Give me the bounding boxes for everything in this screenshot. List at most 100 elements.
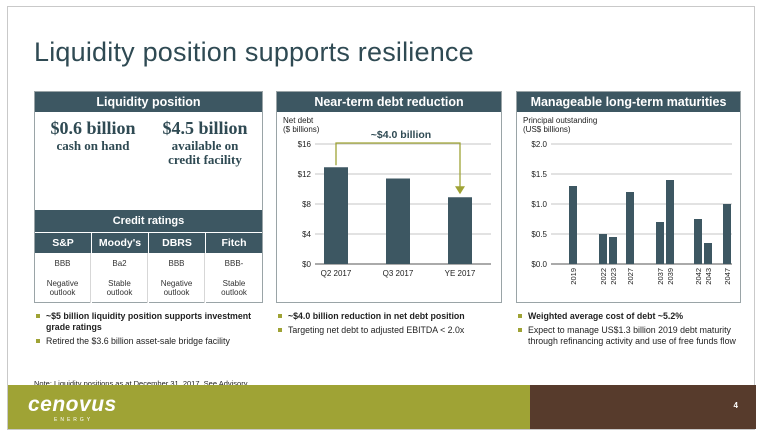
y-tick-label: $1.5 [531, 170, 547, 179]
debt-ylabel-2: ($ billions) [283, 125, 320, 134]
bullet-item: ~$4.0 billion reduction in net debt posi… [276, 311, 508, 322]
debt-header: Near-term debt reduction [277, 92, 501, 112]
y-tick-label: $2.0 [531, 140, 547, 149]
footnote: Note: Liquidity positions as at December… [34, 379, 249, 388]
agency-outlook: Stable outlook [206, 275, 262, 303]
liquidity-bullets: ~$5 billion liquidity position supports … [34, 311, 270, 350]
y-tick-label: $4 [302, 230, 311, 239]
bar [656, 222, 664, 264]
bar [694, 219, 702, 264]
bar [666, 180, 674, 264]
bullet-item: Retired the $3.6 billion asset-sale brid… [34, 336, 270, 347]
agency-rating: BBB [149, 253, 205, 275]
agency-name: DBRS [149, 233, 205, 253]
agency-rating: BBB [35, 253, 91, 275]
x-tick-label: 2027 [626, 268, 635, 285]
maturities-chart: $0.0 $0.5 $1.0 $1.5 $2.0 2019 2022 2023 2027 2037… [531, 140, 732, 285]
footer-brown: 4 [530, 385, 756, 429]
maturities-ylabel-2: (US$ billions) [523, 125, 571, 134]
debt-ylabel: Net debt ($ billions) [283, 116, 319, 134]
y-tick-label: $8 [302, 200, 311, 209]
bullet-item: ~$5 billion liquidity position supports … [34, 311, 270, 333]
x-tick-label: 2022 [599, 268, 608, 285]
outlook-line-1: Negative [46, 279, 79, 288]
page-number: 4 [733, 401, 738, 410]
rating-col-fitch: Fitch BBB- Stable outlook [206, 233, 262, 303]
x-tick-label: 2037 [656, 268, 665, 285]
credit-label-1: available on [171, 138, 239, 153]
outlook-line-1: Stable [222, 279, 246, 288]
bullet-item: Expect to manage US$1.3 billion 2019 deb… [516, 325, 744, 347]
debt-bullets: ~$4.0 billion reduction in net debt posi… [276, 311, 508, 339]
agency-rating: BBB- [224, 259, 244, 268]
page-title: Liquidity position supports resilience [34, 37, 474, 67]
liquidity-values: $0.6 billion cash on hand $4.5 billion a… [35, 118, 262, 198]
outlook-line-2: outlook [163, 288, 190, 297]
agency-outlook: Negative outlook [149, 275, 205, 303]
reduction-arrow-line [335, 142, 461, 189]
outlook-line-2: outlook [106, 288, 133, 297]
x-tick-label: YE 2017 [445, 269, 476, 278]
maturities-header: Manageable long-term maturities [517, 92, 740, 112]
bar [626, 192, 634, 264]
debt-panel: Near-term debt reduction Net debt ($ bil… [276, 91, 502, 303]
outlook-line-2: outlook [221, 288, 247, 297]
bullet-item: Weighted average cost of debt ~5.2% [516, 311, 744, 322]
x-tick-label: 2023 [609, 268, 618, 285]
credit-block: $4.5 billion available on credit facilit… [151, 118, 259, 167]
bar [599, 234, 607, 264]
debt-annotation: ~$4.0 billion [371, 129, 431, 141]
agency-outlook: Stable outlook [92, 275, 148, 303]
y-tick-label: $1.0 [531, 200, 547, 209]
rating-col-sp: S&P BBB Negative outlook [35, 233, 92, 303]
credit-ratings-header: Credit ratings [35, 210, 262, 232]
bar [723, 204, 731, 264]
cash-block: $0.6 billion cash on hand [39, 118, 147, 153]
credit-value: $4.5 billion [162, 118, 248, 138]
y-tick-label: $0.0 [531, 260, 547, 269]
x-tick-label: Q3 2017 [383, 269, 414, 278]
footer-bar: cenovus ENERGY 4 [8, 385, 756, 429]
y-tick-label: $16 [298, 140, 312, 149]
bar [569, 186, 577, 264]
rating-col-moodys: Moody's Ba2 Stable outlook [92, 233, 149, 303]
y-tick-label: $0.5 [531, 230, 547, 239]
x-tick-label: 2039 [666, 268, 675, 285]
bar [609, 237, 617, 264]
cenovus-logo-sub: ENERGY [54, 417, 94, 423]
y-tick-label: $12 [298, 170, 312, 179]
agency-name: Fitch [206, 233, 262, 253]
debt-ylabel-1: Net debt [283, 116, 314, 125]
x-tick-label: 2019 [569, 268, 578, 285]
y-tick-label: $0 [302, 260, 311, 269]
agency-rating: Ba2 [92, 253, 148, 275]
agency-name: Moody's [92, 233, 148, 253]
cash-label: cash on hand [56, 138, 130, 153]
credit-ratings-table: S&P BBB Negative outlook Moody's Ba2 Stab… [35, 233, 262, 303]
bar [448, 197, 472, 264]
outlook-line-2: outlook [49, 288, 76, 297]
cenovus-logo: cenovus [28, 393, 117, 416]
outlook-line-1: Stable [108, 279, 131, 288]
outlook-line-1: Negative [160, 279, 193, 288]
footer-green: cenovus ENERGY [8, 385, 530, 429]
liquidity-header: Liquidity position [35, 92, 262, 112]
x-tick-label: 2043 [704, 268, 713, 285]
reduction-arrow-head [455, 186, 465, 195]
bar [324, 167, 348, 264]
maturities-ylabel-1: Principal outstanding [523, 116, 598, 125]
bar [704, 243, 712, 264]
x-tick-label: Q2 2017 [321, 269, 352, 278]
maturities-bullets: Weighted average cost of debt ~5.2% Expe… [516, 311, 744, 350]
rating-col-dbrs: DBRS BBB Negative outlook [149, 233, 206, 303]
debt-chart: $0 $4 $8 $12 $16 Q2 2017 Q3 2017 YE 2017 ~$4.0 b… [298, 129, 491, 278]
bar [386, 178, 410, 264]
maturities-panel: Manageable long-term maturities Principa… [516, 91, 741, 303]
cash-value: $0.6 billion [50, 118, 136, 138]
agency-name: S&P [35, 233, 91, 253]
credit-label-2: credit facility [168, 152, 242, 167]
agency-outlook: Negative outlook [35, 275, 91, 303]
slide: Liquidity position supports resilience L… [7, 6, 756, 430]
x-tick-label: 2042 [694, 268, 703, 285]
maturities-ylabel: Principal outstanding (US$ billions) [523, 116, 597, 134]
